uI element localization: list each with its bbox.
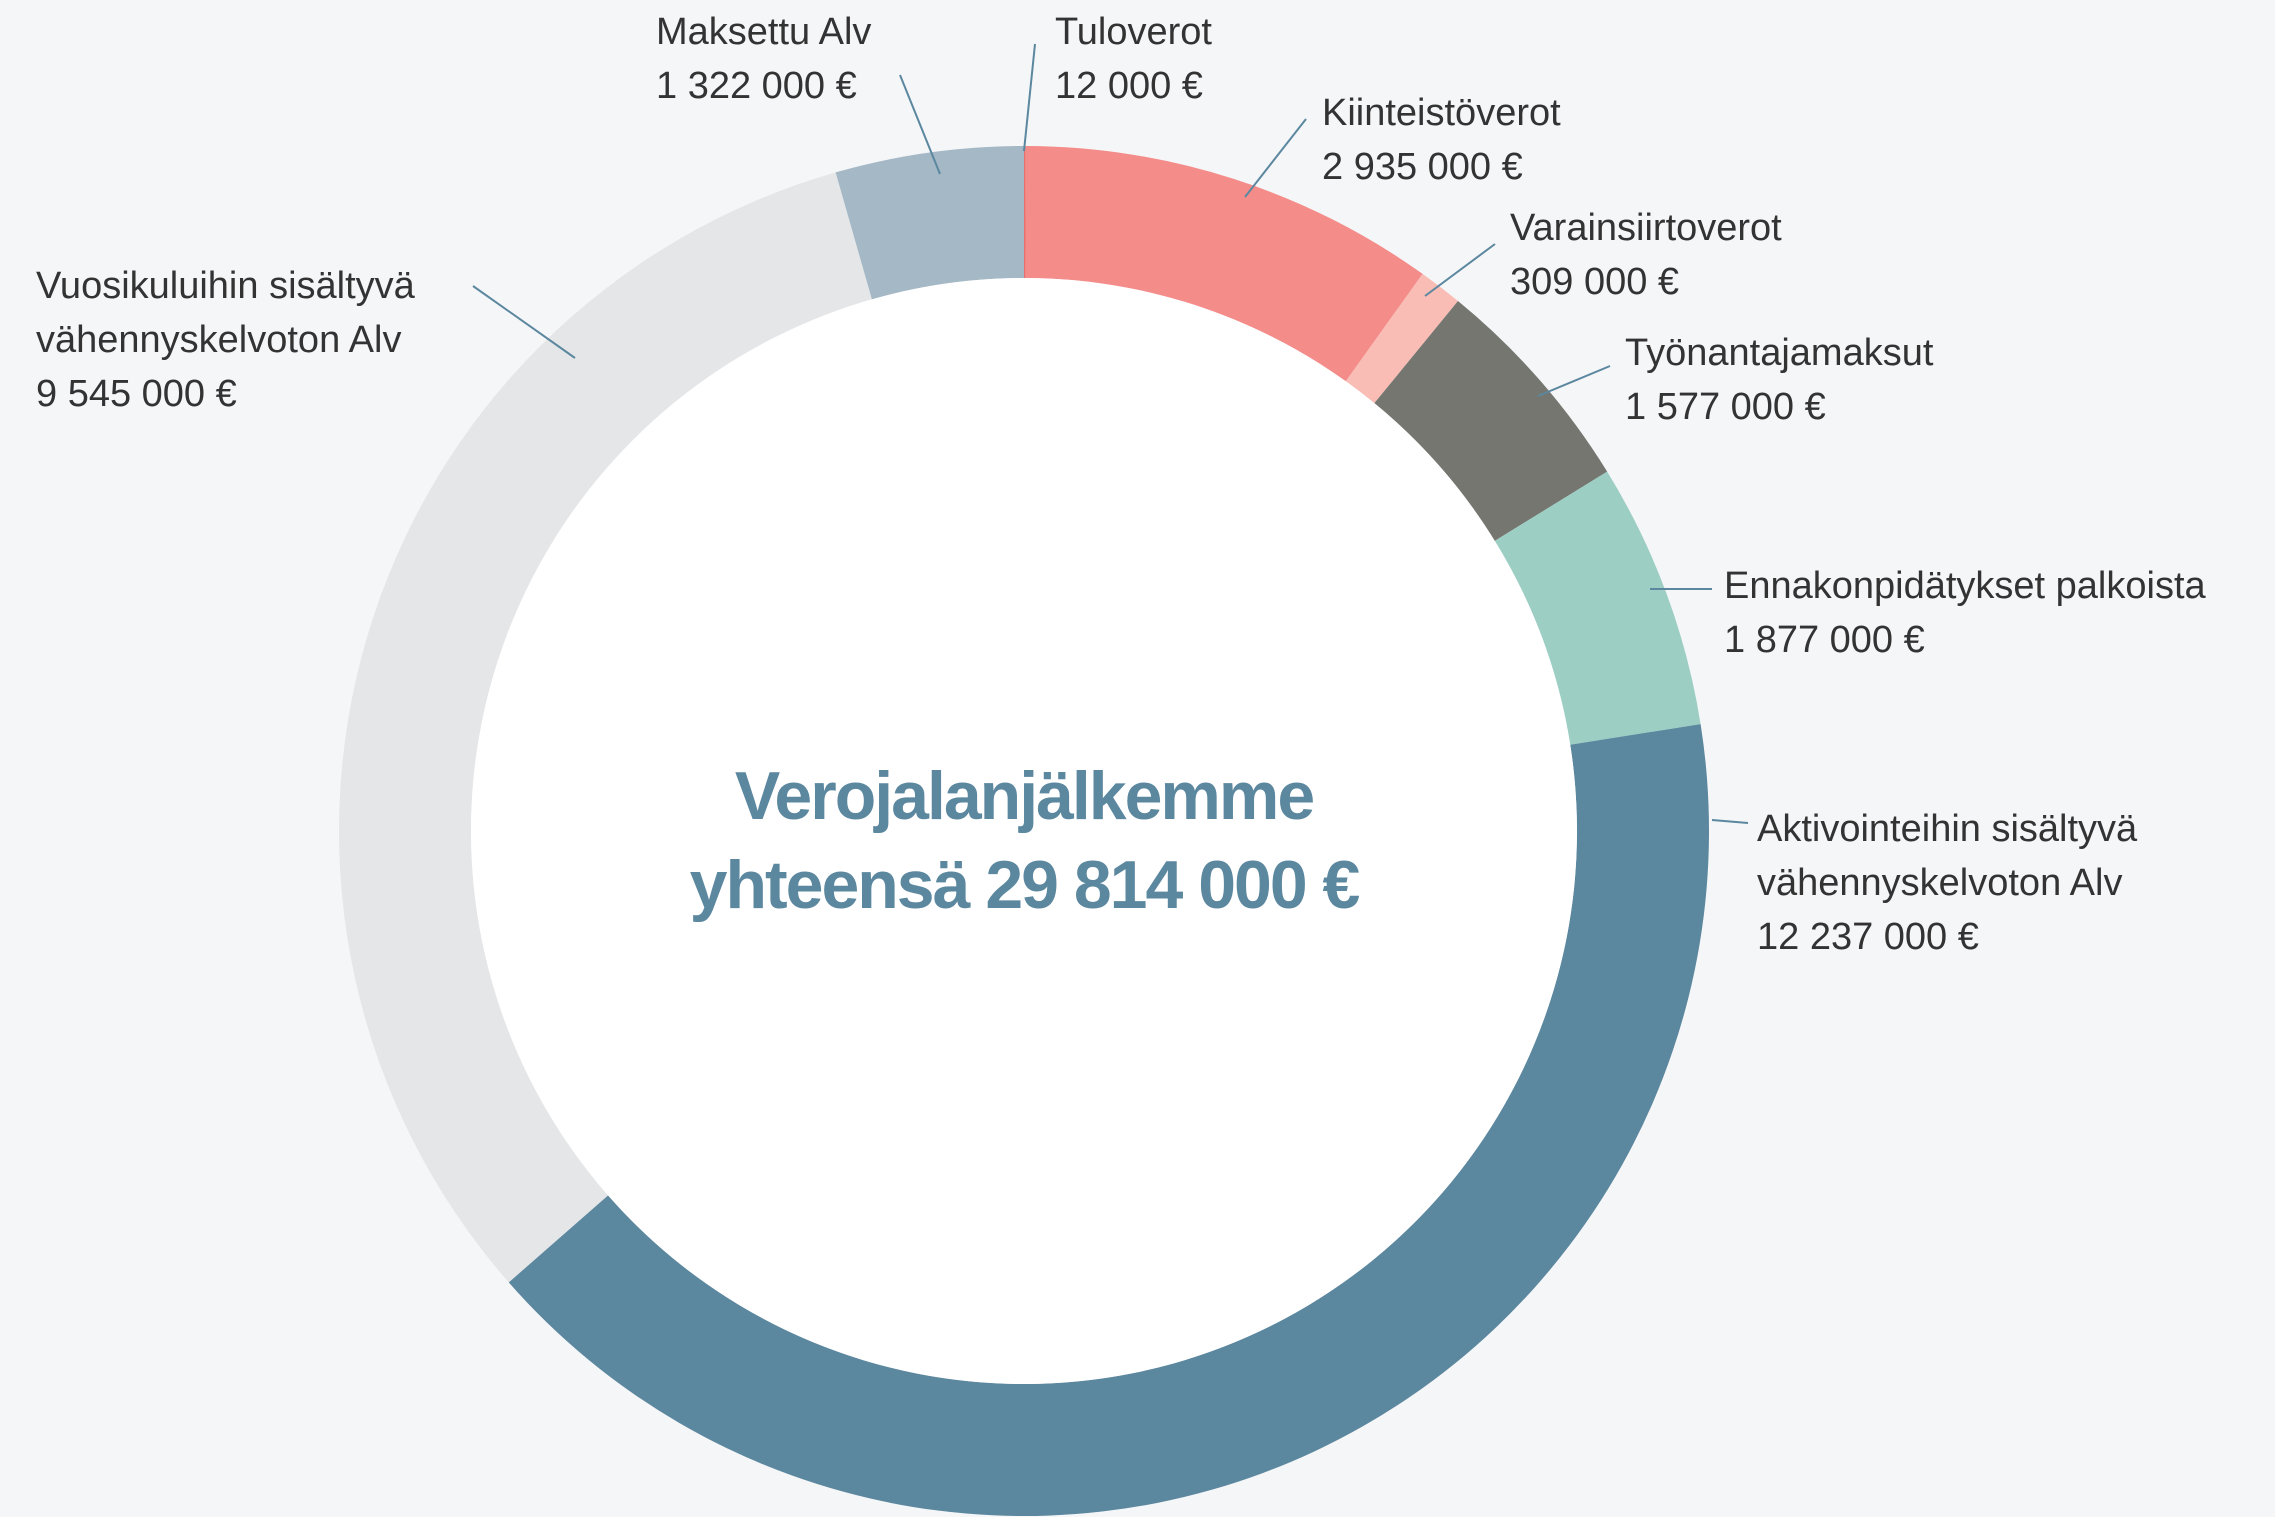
segment-label: Ennakonpidätykset palkoista 1 877 000 € <box>1724 559 2206 667</box>
donut-segment <box>508 724 1710 1516</box>
segment-label: Työnantajamaksut 1 577 000 € <box>1625 326 1933 434</box>
donut-segment <box>1345 273 1459 404</box>
donut-segment <box>1494 471 1701 745</box>
donut-segment <box>1374 301 1608 541</box>
leader-line <box>1244 118 1307 198</box>
leader-line <box>1711 819 1749 824</box>
category-label: Työnantajamaksut <box>1625 332 1934 374</box>
category-label: Aktivointeihin sisältyvä vähennyskelvoto… <box>1757 808 2138 904</box>
center-text: Verojalanjälkemme <box>735 758 1314 834</box>
value-label: 12 000 € <box>1055 65 1203 107</box>
category-label: Vuosikuluihin sisältyvä vähennyskelvoton… <box>36 265 415 361</box>
donut-segment <box>338 172 872 1283</box>
value-label: 309 000 € <box>1510 261 1680 303</box>
value-label: 12 237 000 € <box>1757 916 1979 958</box>
segment-label: Kiinteistöverot 2 935 000 € <box>1322 86 1561 194</box>
segment-label: Maksettu Alv 1 322 000 € <box>656 5 871 113</box>
leader-line <box>1023 43 1036 152</box>
donut-segment <box>1025 146 1423 382</box>
category-label: Kiinteistöverot <box>1322 92 1561 134</box>
donut-segment <box>1024 146 1026 279</box>
segment-label: Varainsiirtoverot 309 000 € <box>1510 201 1782 309</box>
leader-line <box>1424 243 1496 297</box>
category-label: Varainsiirtoverot <box>1510 207 1782 249</box>
leader-line <box>899 74 941 175</box>
donut-hole <box>471 278 1577 1384</box>
category-label: Ennakonpidätykset palkoista <box>1724 565 2206 607</box>
leader-line <box>472 285 576 359</box>
value-label: 1 577 000 € <box>1625 386 1826 428</box>
segment-label: Aktivointeihin sisältyvä vähennyskelvoto… <box>1757 802 2227 964</box>
category-label: Tuloverot <box>1055 11 1212 53</box>
segment-label: Vuosikuluihin sisältyvä vähennyskelvoton… <box>36 259 506 421</box>
category-label: Maksettu Alv <box>656 11 872 53</box>
center-text: yhteensä 29 814 000 € <box>690 847 1360 923</box>
segment-label: Tuloverot 12 000 € <box>1055 5 1212 113</box>
value-label: 1 877 000 € <box>1724 619 1925 661</box>
donut-segment <box>835 146 1024 300</box>
value-label: 1 322 000 € <box>656 65 857 107</box>
leader-line <box>1537 365 1611 397</box>
value-label: 9 545 000 € <box>36 373 237 415</box>
value-label: 2 935 000 € <box>1322 146 1523 188</box>
